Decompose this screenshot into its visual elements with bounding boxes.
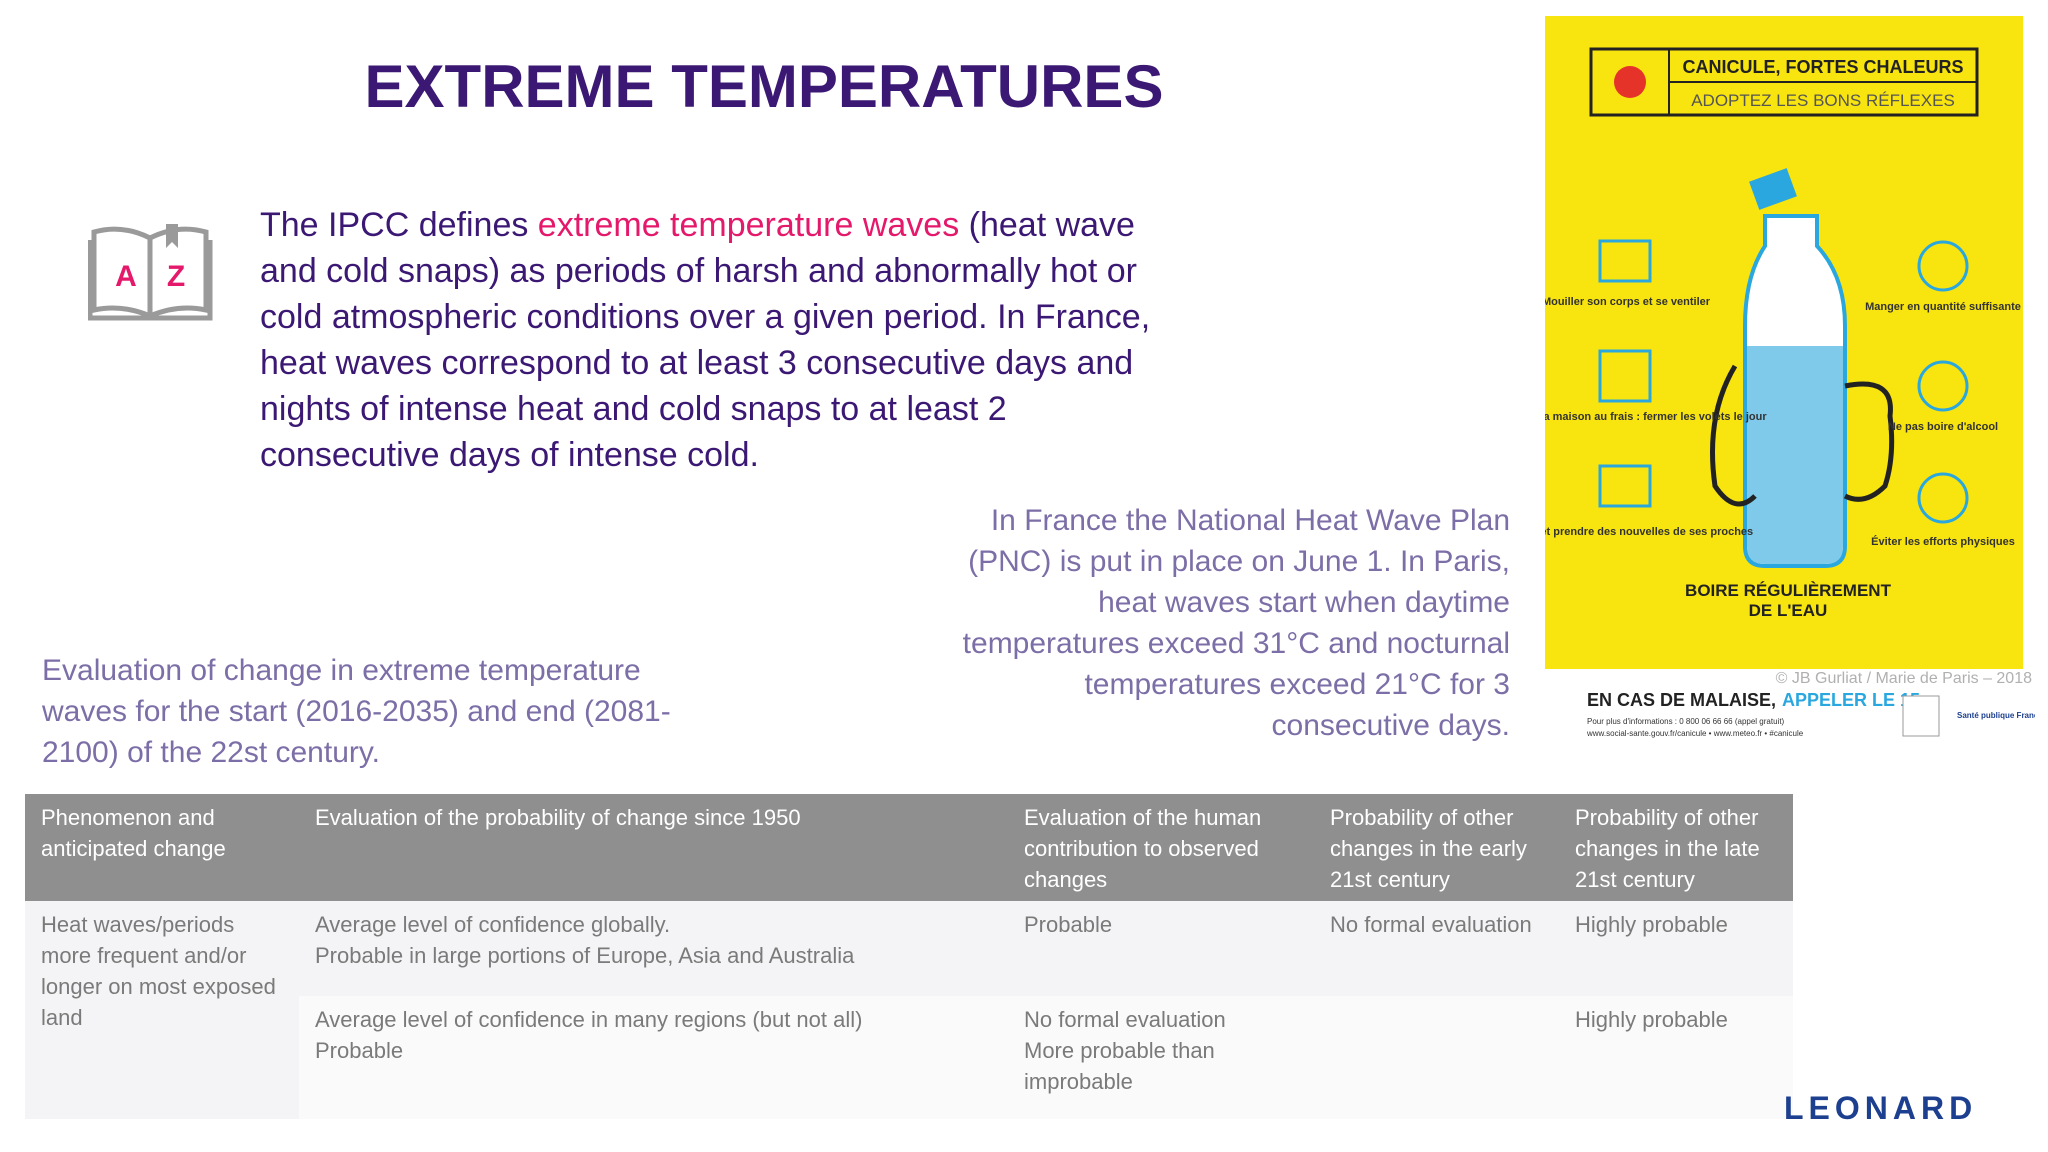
row: Average level of confidence in many regi… <box>25 996 1793 1119</box>
definition-text: The IPCC defines <box>260 206 538 244</box>
line: Probable <box>1024 912 1113 937</box>
header-cell: Probability of other changes in the late… <box>1559 794 1793 901</box>
poster-tip: Manger en quantité suffisante <box>1865 301 2021 313</box>
cell: Probable <box>1008 901 1314 996</box>
pnc-note: In France the National Heat Wave Plan (P… <box>962 504 1510 742</box>
poster-tip: Donner et prendre des nouvelles de ses p… <box>1545 526 1753 538</box>
line: Average level of confidence in many regi… <box>315 1007 863 1032</box>
line: Average level of confidence globally. <box>315 912 671 937</box>
header-cell: Phenomenon and anticipated change <box>25 794 299 901</box>
alert-text: EN CAS DE MALAISE, <box>1587 690 1776 710</box>
table-caption: Evaluation of change in extreme temperat… <box>42 654 671 769</box>
icon-letter: A <box>115 260 137 293</box>
logo: LEONARD <box>1784 1090 1978 1126</box>
hand <box>1843 381 1895 502</box>
dictionary-icon: A Z <box>88 224 213 321</box>
poster-main: BOIRE RÉGULIÈREMENT <box>1685 581 1892 600</box>
cell <box>1314 996 1559 1119</box>
header-row: Phenomenon and anticipated change Evalua… <box>25 794 1793 901</box>
line: Probable in large portions of Europe, As… <box>315 943 855 968</box>
cell: Average level of confidence globally. Pro… <box>299 901 1008 996</box>
poster-subtitle: ADOPTEZ LES BONS RÉFLEXES <box>1691 91 1955 110</box>
poster-tip: Maintenir sa maison au frais : fermer le… <box>1545 411 1767 423</box>
agency: Santé publique France <box>1957 711 2035 720</box>
cell: No formal evaluation <box>1314 901 1559 996</box>
poster-main: DE L'EAU <box>1749 601 1828 620</box>
poster-links: www.social-sante.gouv.fr/canicule • www.… <box>1586 729 1804 738</box>
line: Highly probable <box>1575 912 1728 937</box>
hand <box>1710 364 1757 507</box>
poster-footer <box>1545 679 2035 746</box>
row: Heat waves/periods more frequent and/or … <box>25 901 1793 1119</box>
cell: No formal evaluation More probable than i… <box>1008 996 1314 1119</box>
header-cell: Evaluation of the probability of change … <box>299 794 1008 901</box>
poster: CANICULE, FORTES CHALEURS ADOPTEZ LES BO… <box>1545 16 2035 746</box>
cell: Heat waves/periods more frequent and/or … <box>25 901 299 1119</box>
alert-call: APPELER LE 15 <box>1782 690 1920 710</box>
credit: © JB Gurliat / Marie de Paris – 2018 <box>1775 670 2032 687</box>
definition-text: (heat wave and cold snaps) as periods of… <box>260 206 1151 474</box>
cell: Highly probable <box>1559 901 1793 996</box>
evaluation-table: Phenomenon and anticipated change Evalua… <box>25 794 1793 1119</box>
cell: Highly probable <box>1559 996 1793 1119</box>
line: Highly probable <box>1575 1007 1728 1032</box>
alert: EN CAS DE MALAISE, APPELER LE 15 <box>1587 690 1920 710</box>
sun-icon <box>1614 66 1646 98</box>
poster-title: CANICULE, FORTES CHALEURS <box>1682 57 1963 77</box>
header-cell: Evaluation of the human contribution to … <box>1008 794 1314 901</box>
definition: The IPCC defines extreme temperature wav… <box>260 202 1180 478</box>
highlight: extreme temperature waves <box>537 206 960 244</box>
header-cell: Probability of other changes in the earl… <box>1314 794 1559 901</box>
slide-title: EXTREME TEMPERATURES <box>364 53 1164 120</box>
republic-logo <box>1902 695 1940 737</box>
line: No formal evaluation <box>1024 1007 1226 1032</box>
poster-tip: Ne pas boire d'alcool <box>1888 421 1998 433</box>
water <box>1747 346 1843 564</box>
line: Probable <box>315 1038 404 1063</box>
cell: Average level of confidence in many regi… <box>299 996 1008 1119</box>
poster-tip: Éviter les efforts physiques <box>1871 535 2015 548</box>
line: More probable than improbable <box>1024 1038 1215 1094</box>
poster-tip: Mouiller son corps et se ventiler <box>1545 296 1711 308</box>
icon-letter: Z <box>167 260 185 293</box>
poster-info: Pour plus d'informations : 0 800 06 66 6… <box>1587 717 1785 726</box>
bottle-cap <box>1749 168 1797 210</box>
line: No formal evaluation <box>1330 912 1532 937</box>
